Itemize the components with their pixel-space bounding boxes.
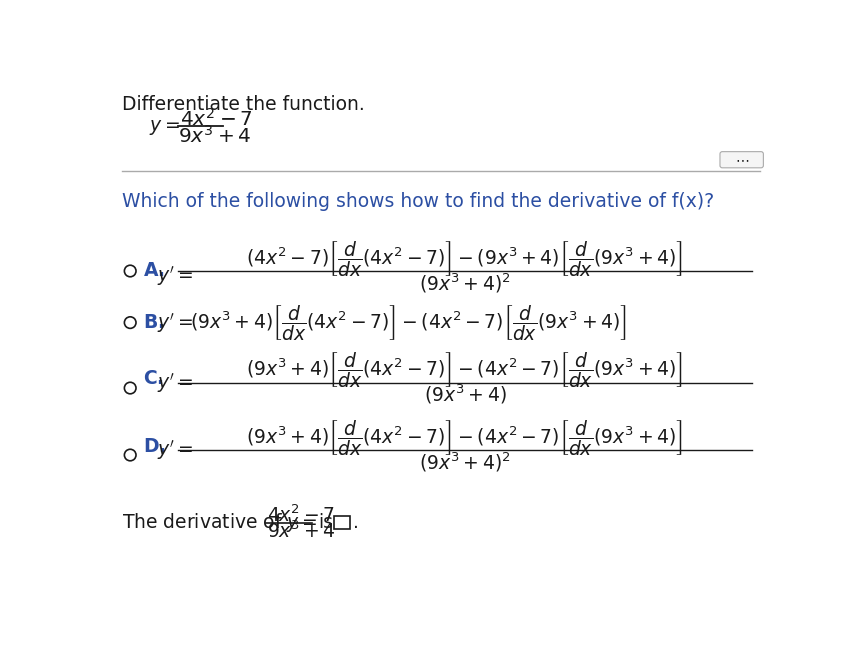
Text: $y'=$: $y'=$ bbox=[156, 438, 193, 462]
Text: $4x^2-7$: $4x^2-7$ bbox=[180, 107, 253, 129]
Text: Which of the following shows how to find the derivative of f(x)?: Which of the following shows how to find… bbox=[122, 191, 714, 211]
Text: $(9x^3+4)\left[\dfrac{d}{dx}(4x^2-7)\right]-(4x^2-7)\left[\dfrac{d}{dx}(9x^3+4)\: $(9x^3+4)\left[\dfrac{d}{dx}(4x^2-7)\rig… bbox=[190, 303, 627, 343]
Text: $\mathbf{D.}$: $\mathbf{D.}$ bbox=[142, 437, 165, 456]
Text: $\mathbf{A.}$: $\mathbf{A.}$ bbox=[142, 261, 164, 281]
Text: $(9x^3+4)$: $(9x^3+4)$ bbox=[424, 382, 506, 406]
FancyBboxPatch shape bbox=[334, 516, 350, 529]
Text: $(9x^3+4)\left[\dfrac{d}{dx}(4x^2-7)\right]-(4x^2-7)\left[\dfrac{d}{dx}(9x^3+4)\: $(9x^3+4)\left[\dfrac{d}{dx}(4x^2-7)\rig… bbox=[247, 418, 683, 458]
FancyBboxPatch shape bbox=[720, 151, 763, 168]
Text: $y'=$: $y'=$ bbox=[156, 263, 193, 287]
Text: is: is bbox=[318, 514, 332, 532]
Text: $y=$: $y=$ bbox=[148, 118, 180, 137]
Text: $y'=$: $y'=$ bbox=[156, 311, 193, 335]
Text: $9x^3+4$: $9x^3+4$ bbox=[178, 125, 252, 147]
Text: $(9x^3+4)\left[\dfrac{d}{dx}(4x^2-7)\right]-(4x^2-7)\left[\dfrac{d}{dx}(9x^3+4)\: $(9x^3+4)\left[\dfrac{d}{dx}(4x^2-7)\rig… bbox=[247, 350, 683, 390]
Text: $\cdots$: $\cdots$ bbox=[734, 152, 749, 166]
Text: The derivative of $y=$: The derivative of $y=$ bbox=[122, 512, 318, 534]
Text: .: . bbox=[352, 514, 358, 532]
Text: $4x^2-7$: $4x^2-7$ bbox=[267, 504, 335, 526]
Text: $\mathbf{C.}$: $\mathbf{C.}$ bbox=[142, 370, 163, 388]
Text: Differentiate the function.: Differentiate the function. bbox=[122, 95, 365, 115]
Text: $9x^3+4$: $9x^3+4$ bbox=[267, 520, 336, 542]
Text: $(9x^3+4)^2$: $(9x^3+4)^2$ bbox=[419, 271, 511, 295]
Text: $\mathbf{B.}$: $\mathbf{B.}$ bbox=[142, 313, 164, 332]
Text: $(9x^3+4)^2$: $(9x^3+4)^2$ bbox=[419, 451, 511, 474]
Text: $y'=$: $y'=$ bbox=[156, 371, 193, 395]
Text: $(4x^2-7)\left[\dfrac{d}{dx}(4x^2-7)\right]-(9x^3+4)\left[\dfrac{d}{dx}(9x^3+4)\: $(4x^2-7)\left[\dfrac{d}{dx}(4x^2-7)\rig… bbox=[247, 239, 683, 279]
